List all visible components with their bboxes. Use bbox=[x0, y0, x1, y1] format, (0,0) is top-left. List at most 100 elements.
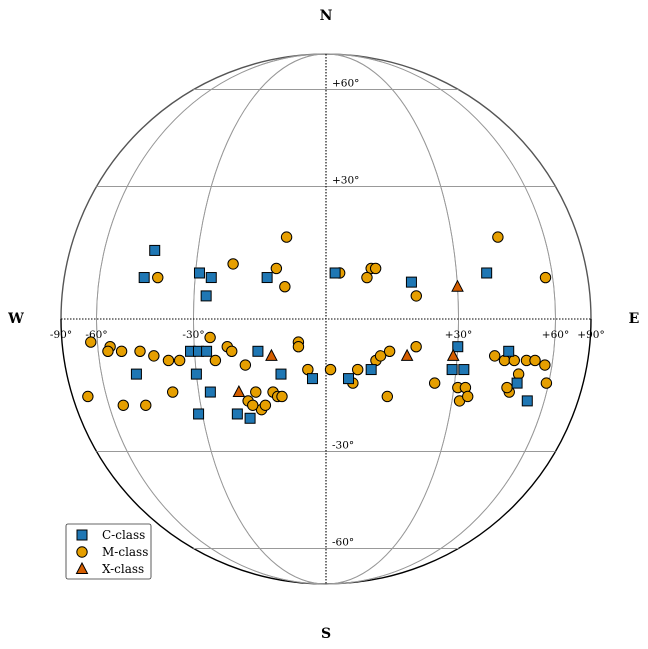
m-class-marker bbox=[428, 377, 441, 389]
c-class-marker bbox=[204, 386, 216, 398]
m-class-marker bbox=[501, 381, 513, 394]
m-class-marker bbox=[539, 271, 552, 284]
m-class-marker bbox=[276, 390, 288, 403]
c-class-marker bbox=[149, 244, 161, 256]
c-class-marker bbox=[261, 272, 273, 284]
east-label: E bbox=[629, 311, 640, 327]
m-class-marker bbox=[247, 399, 259, 411]
c-class-marker bbox=[252, 345, 264, 357]
m-class-marker bbox=[381, 390, 394, 403]
m-class-marker bbox=[102, 345, 114, 357]
longitude-tick-label: +90° bbox=[577, 329, 604, 341]
legend-square-symbol bbox=[76, 529, 88, 541]
c-class-marker bbox=[201, 345, 213, 357]
m-class-marker bbox=[383, 345, 396, 357]
m-class-marker bbox=[462, 390, 474, 403]
legend-label: M-class bbox=[102, 545, 148, 559]
m-class-marker bbox=[152, 271, 164, 284]
c-class-marker bbox=[306, 373, 318, 385]
latitude-tick-label: -30° bbox=[332, 440, 354, 452]
m-class-marker bbox=[279, 281, 291, 293]
longitude-tick-label: +60° bbox=[542, 329, 569, 341]
m-class-marker bbox=[361, 271, 373, 284]
x-class-marker bbox=[400, 348, 414, 361]
c-class-marker bbox=[190, 368, 202, 380]
longitude-tick-label: +30° bbox=[445, 329, 472, 341]
c-class-marker bbox=[138, 272, 150, 284]
c-class-marker bbox=[329, 267, 341, 279]
legend-circle-symbol bbox=[76, 546, 88, 558]
legend-triangle-symbol bbox=[75, 561, 89, 574]
tick-labels: -90° -60° -30° +30° +60° +90°+60°+30°-30°-60° bbox=[50, 78, 605, 549]
legend-label: C-class bbox=[102, 528, 145, 542]
m-class-marker bbox=[166, 386, 179, 398]
c-class-marker bbox=[511, 377, 523, 389]
north-label: N bbox=[320, 8, 333, 24]
c-class-marker bbox=[193, 267, 205, 279]
m-class-marker bbox=[539, 359, 551, 371]
c-class-marker bbox=[200, 290, 212, 302]
m-class-marker bbox=[117, 399, 129, 411]
m-class-marker bbox=[270, 262, 283, 275]
data-markers bbox=[82, 231, 553, 424]
legend-label: X-class bbox=[102, 562, 144, 576]
m-class-marker bbox=[115, 345, 128, 357]
m-class-marker bbox=[239, 359, 252, 371]
legend: C-class M-class X-class bbox=[65, 523, 152, 580]
m-class-marker bbox=[259, 399, 272, 411]
m-class-marker bbox=[140, 399, 152, 411]
c-class-marker bbox=[275, 368, 287, 380]
m-class-marker bbox=[173, 354, 186, 367]
c-class-marker bbox=[521, 395, 533, 407]
x-class-marker bbox=[265, 348, 278, 361]
m-class-marker bbox=[226, 345, 238, 357]
m-class-marker bbox=[492, 231, 504, 243]
m-class-marker bbox=[488, 350, 501, 362]
m-class-marker bbox=[280, 231, 293, 243]
m-class-marker bbox=[352, 363, 364, 376]
m-class-marker bbox=[134, 345, 146, 357]
c-class-marker bbox=[446, 364, 458, 376]
x-class-marker bbox=[446, 348, 460, 361]
c-class-marker bbox=[130, 368, 142, 380]
m-class-marker bbox=[227, 258, 239, 270]
south-label: S bbox=[321, 626, 331, 642]
m-class-marker bbox=[324, 363, 337, 376]
x-class-marker bbox=[232, 384, 246, 398]
latitude-tick-label: -60° bbox=[332, 536, 354, 548]
m-class-marker bbox=[148, 350, 160, 362]
longitude-tick-label: -30° bbox=[182, 329, 204, 341]
c-class-marker bbox=[481, 267, 493, 279]
m-class-marker bbox=[209, 354, 222, 367]
c-class-marker bbox=[343, 373, 355, 385]
m-class-marker bbox=[369, 262, 382, 275]
m-class-marker bbox=[410, 341, 422, 353]
c-class-marker bbox=[244, 412, 256, 424]
m-class-marker bbox=[374, 350, 387, 362]
c-class-marker bbox=[205, 272, 217, 284]
longitude-tick-label: -90° bbox=[50, 329, 72, 341]
latitude-tick-label: +60° bbox=[332, 78, 359, 90]
c-class-marker bbox=[193, 408, 205, 420]
c-class-marker bbox=[365, 364, 377, 376]
m-class-marker bbox=[85, 336, 97, 348]
latitude-tick-label: +30° bbox=[332, 175, 359, 187]
m-class-marker bbox=[292, 341, 305, 353]
x-class-marker bbox=[451, 279, 464, 292]
m-class-marker bbox=[540, 377, 553, 389]
west-label: W bbox=[7, 311, 24, 327]
m-class-marker bbox=[82, 390, 94, 403]
m-class-marker bbox=[204, 331, 216, 344]
m-class-marker bbox=[250, 386, 262, 398]
c-class-marker bbox=[231, 408, 243, 420]
m-class-marker bbox=[529, 354, 541, 367]
c-class-marker bbox=[452, 341, 464, 353]
c-class-marker bbox=[458, 364, 470, 376]
axis-lines bbox=[61, 54, 591, 584]
m-class-marker bbox=[162, 354, 175, 367]
m-class-marker bbox=[410, 290, 422, 302]
m-class-marker bbox=[498, 354, 511, 367]
m-class-marker bbox=[508, 354, 520, 367]
c-class-marker bbox=[503, 345, 515, 357]
